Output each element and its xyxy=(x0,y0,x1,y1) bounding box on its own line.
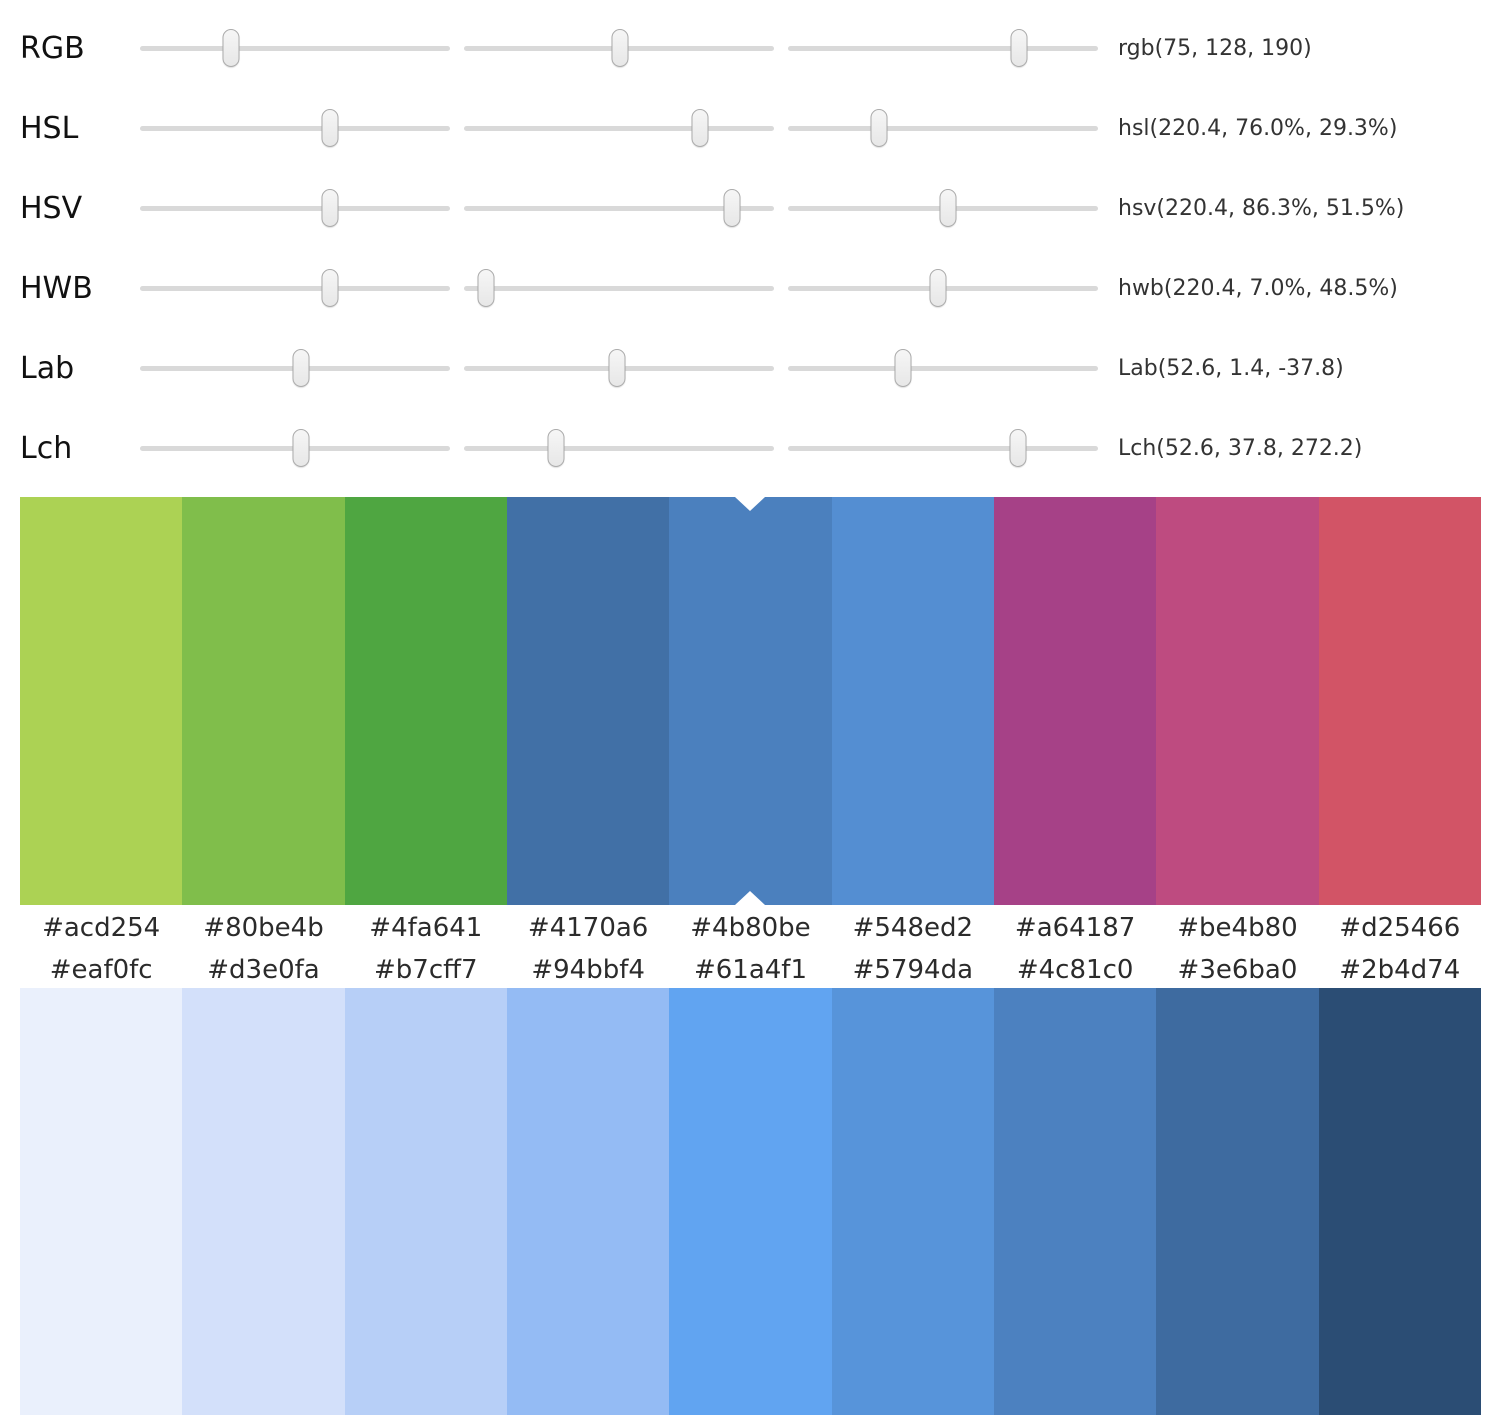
tint-swatch-8[interactable] xyxy=(1156,988,1319,1415)
hex-label: #eaf0fc xyxy=(49,954,153,985)
slider-row-rgb: RGB rgb(75, 128, 190) xyxy=(0,8,1501,88)
rgb-g-slider-thumb[interactable] xyxy=(611,29,629,67)
hex-label: #3e6ba0 xyxy=(1177,954,1298,985)
hex-label: #4170a6 xyxy=(527,913,649,943)
hsl-value-text: hsl(220.4, 76.0%, 29.3%) xyxy=(1118,115,1398,141)
hsv-h-slider-thumb[interactable] xyxy=(321,189,339,227)
hsv-v-slider[interactable] xyxy=(788,185,1098,231)
rgb-b-slider-thumb[interactable] xyxy=(1010,29,1028,67)
slider-row-lab: Lab Lab(52.6, 1.4, -37.8) xyxy=(0,328,1501,408)
hue-hex-labels: #acd254 #80be4b #4fa641 #4170a6 #4b80be … xyxy=(20,905,1481,951)
hsv-h-slider[interactable] xyxy=(140,185,450,231)
hue-swatch-3[interactable] xyxy=(344,497,507,905)
hex-label: #548ed2 xyxy=(852,913,974,943)
hue-swatch-2[interactable] xyxy=(182,497,345,905)
slider-row-hwb: HWB hwb(220.4, 7.0%, 48.5%) xyxy=(0,248,1501,328)
hex-label: #4c81c0 xyxy=(1016,954,1134,985)
hsv-s-slider[interactable] xyxy=(464,185,774,231)
rgb-r-slider[interactable] xyxy=(140,25,450,71)
hwb-b-slider-thumb[interactable] xyxy=(929,269,947,307)
lab-l-slider[interactable] xyxy=(140,345,450,391)
lab-value-text: Lab(52.6, 1.4, -37.8) xyxy=(1118,355,1344,381)
tint-swatch-7[interactable] xyxy=(993,988,1157,1415)
hex-label: #5794da xyxy=(852,954,973,985)
hex-label: #be4b80 xyxy=(1177,913,1298,943)
hue-swatch-8[interactable] xyxy=(1156,497,1319,905)
hex-label: #d25466 xyxy=(1339,913,1461,943)
slider-row-hsv: HSV hsv(220.4, 86.3%, 51.5%) xyxy=(0,168,1501,248)
hwb-h-slider-thumb[interactable] xyxy=(321,269,339,307)
hex-label: #d3e0fa xyxy=(207,954,320,985)
colorspace-label-lch: Lch xyxy=(20,430,73,466)
hex-label: #4fa641 xyxy=(369,913,483,943)
lch-value-text: Lch(52.6, 37.8, 272.2) xyxy=(1118,435,1363,461)
hwb-h-slider[interactable] xyxy=(140,265,450,311)
hue-swatch-9[interactable] xyxy=(1318,497,1481,905)
hex-label: #2b4d74 xyxy=(1339,954,1461,985)
tint-swatch-3[interactable] xyxy=(344,988,507,1415)
tint-swatch-6[interactable] xyxy=(831,988,994,1415)
hsl-s-slider-thumb[interactable] xyxy=(691,109,709,147)
tint-swatch-9[interactable] xyxy=(1318,988,1481,1415)
hsl-h-slider-thumb[interactable] xyxy=(321,109,339,147)
hue-swatch-4[interactable] xyxy=(506,497,670,905)
lab-a-slider[interactable] xyxy=(464,345,774,391)
lch-h-slider[interactable] xyxy=(788,425,1098,471)
tint-swatch-5[interactable] xyxy=(669,988,832,1415)
lch-c-slider-thumb[interactable] xyxy=(547,429,565,467)
lab-b-slider-thumb[interactable] xyxy=(894,349,912,387)
hex-label: #b7cff7 xyxy=(374,954,478,985)
hex-label: #acd254 xyxy=(42,913,161,943)
hsl-s-slider[interactable] xyxy=(464,105,774,151)
hsl-l-slider[interactable] xyxy=(788,105,1098,151)
rgb-r-slider-thumb[interactable] xyxy=(222,29,240,67)
lab-a-slider-thumb[interactable] xyxy=(608,349,626,387)
hwb-w-slider-thumb[interactable] xyxy=(477,269,495,307)
hsl-l-slider-thumb[interactable] xyxy=(870,109,888,147)
hue-swatch-5-selected[interactable] xyxy=(669,497,832,905)
rgb-b-slider[interactable] xyxy=(788,25,1098,71)
tint-hex-labels: #eaf0fc #d3e0fa #b7cff7 #94bbf4 #61a4f1 … xyxy=(20,951,1481,988)
colorspace-label-hsl: HSL xyxy=(20,110,79,146)
hue-palette xyxy=(20,497,1481,905)
tint-palette xyxy=(20,988,1481,1415)
slider-row-lch: Lch Lch(52.6, 37.8, 272.2) xyxy=(0,408,1501,488)
hsv-value-text: hsv(220.4, 86.3%, 51.5%) xyxy=(1118,195,1405,221)
hex-label: #94bbf4 xyxy=(531,954,645,985)
lch-l-slider[interactable] xyxy=(140,425,450,471)
hsl-h-slider[interactable] xyxy=(140,105,450,151)
hwb-value-text: hwb(220.4, 7.0%, 48.5%) xyxy=(1118,275,1398,301)
lch-h-slider-thumb[interactable] xyxy=(1009,429,1027,467)
selected-caret-down-icon xyxy=(735,497,766,511)
hwb-w-slider[interactable] xyxy=(464,265,774,311)
lab-b-slider[interactable] xyxy=(788,345,1098,391)
slider-row-hsl: HSL hsl(220.4, 76.0%, 29.3%) xyxy=(0,88,1501,168)
hue-swatch-7[interactable] xyxy=(993,497,1157,905)
tint-swatch-4[interactable] xyxy=(506,988,670,1415)
hwb-b-slider[interactable] xyxy=(788,265,1098,311)
slider-panel: RGB rgb(75, 128, 190) HSL hsl(220.4, 76.… xyxy=(0,0,1501,488)
hex-label: #61a4f1 xyxy=(693,954,807,985)
hsv-s-slider-thumb[interactable] xyxy=(723,189,741,227)
tint-swatch-2[interactable] xyxy=(182,988,345,1415)
rgb-value-text: rgb(75, 128, 190) xyxy=(1118,35,1312,61)
hex-label: #4b80be xyxy=(690,913,811,943)
tint-swatch-1[interactable] xyxy=(20,988,183,1415)
hex-label: #a64187 xyxy=(1014,913,1136,943)
hue-swatch-6[interactable] xyxy=(831,497,994,905)
lch-l-slider-thumb[interactable] xyxy=(292,429,310,467)
hue-swatch-1[interactable] xyxy=(20,497,183,905)
colorspace-label-hsv: HSV xyxy=(20,190,83,226)
lab-l-slider-thumb[interactable] xyxy=(292,349,310,387)
hex-label: #80be4b xyxy=(203,913,324,943)
colorspace-label-rgb: RGB xyxy=(20,30,85,66)
hsv-v-slider-thumb[interactable] xyxy=(939,189,957,227)
lch-c-slider[interactable] xyxy=(464,425,774,471)
selected-caret-up-icon xyxy=(735,891,766,905)
colorspace-label-lab: Lab xyxy=(20,350,75,386)
rgb-g-slider[interactable] xyxy=(464,25,774,71)
colorspace-label-hwb: HWB xyxy=(20,270,93,306)
